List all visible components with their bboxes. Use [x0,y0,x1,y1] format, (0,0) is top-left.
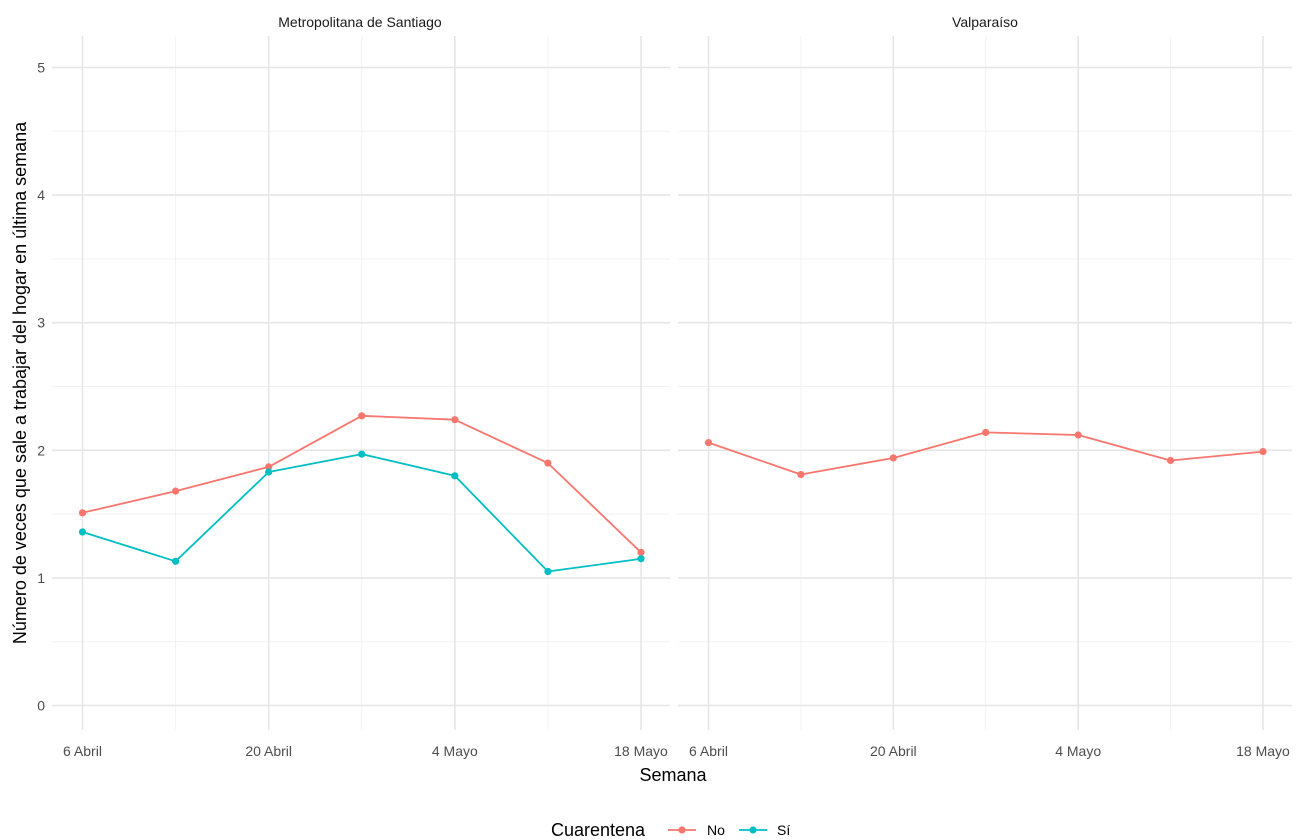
data-point [358,450,366,458]
x-tick-label: 6 Abril [63,743,102,759]
grid [52,36,670,730]
x-tick-label: 18 Mayo [614,743,668,759]
legend-item-no: No [668,822,725,838]
x-tick-label: 4 Mayo [1055,743,1101,759]
data-point [704,439,713,447]
data-point [1074,431,1082,439]
data-point [265,468,273,476]
legend-title: Cuarentena [551,820,646,840]
y-tick-label: 0 [37,698,45,714]
data-point [889,454,897,462]
data-point [1259,447,1267,456]
legend-label: Sí [777,822,790,838]
x-tick-label: 4 Mayo [432,743,478,759]
x-tick-labels: 6 Abril 20 Abril 4 Mayo 18 Mayo [63,743,668,759]
data-point [451,416,459,424]
data-point [797,470,805,479]
y-tick-label: 4 [37,187,45,203]
y-tick-labels: 0 1 2 3 4 5 [37,60,45,714]
legend-key-point [749,826,757,834]
series-group [78,412,645,576]
data-point [544,567,552,576]
y-tick-label: 2 [37,442,45,458]
data-point [451,472,459,480]
x-tick-label: 6 Abril [689,743,728,759]
y-tick-label: 1 [37,570,45,586]
grid [678,36,1292,730]
y-tick-label: 3 [37,315,45,331]
data-point [78,509,87,517]
x-tick-label: 20 Abril [245,743,292,759]
legend-item-si: Sí [739,822,790,838]
data-point [171,557,180,565]
series-group [704,428,1267,479]
x-axis-title: Semana [639,765,707,785]
panel-title: Metropolitana de Santiago [278,14,442,30]
data-point [358,412,366,420]
y-tick-label: 5 [37,60,45,76]
data-point [171,487,180,495]
y-axis-title: Número de veces que sale a trabajar del … [10,121,30,644]
data-point [544,459,552,467]
data-point [78,528,87,536]
data-point [637,548,645,556]
data-point [982,428,990,437]
panel-valparaiso: Valparaíso 6 Abril 20 Abril 4 Mayo 18 Ma… [678,14,1292,759]
x-tick-label: 18 Mayo [1236,743,1290,759]
panel-metropolitana: Metropolitana de Santiago 6 Abril 20 Abr… [52,14,670,759]
x-tick-labels: 6 Abril 20 Abril 4 Mayo 18 Mayo [689,743,1290,759]
data-point [265,463,273,471]
data-point [1166,456,1175,465]
panel-title: Valparaíso [952,14,1018,30]
x-tick-label: 20 Abril [870,743,917,759]
legend-key-point [678,826,686,834]
legend: Cuarentena No Sí [551,820,790,840]
data-point [637,555,645,563]
legend-label: No [707,822,725,838]
